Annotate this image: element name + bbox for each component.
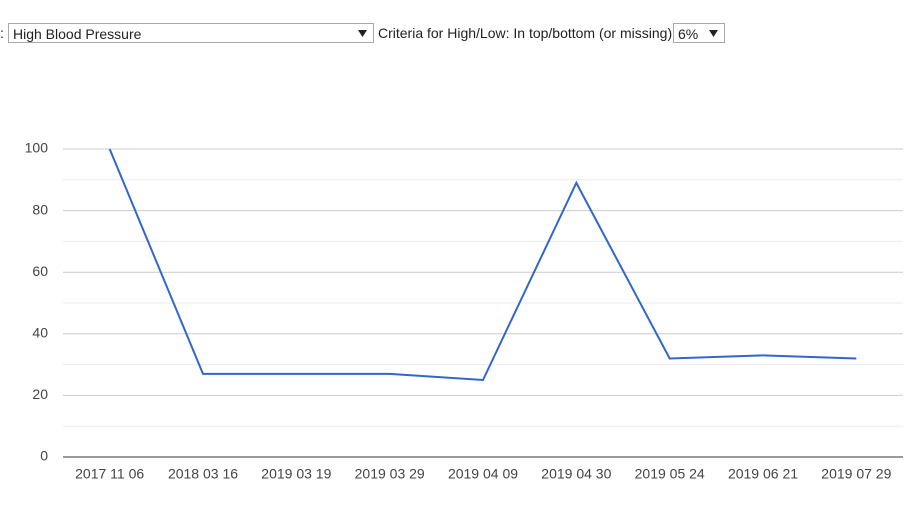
y-tick-label: 60 [32,263,48,279]
x-tick-label: 2019 04 30 [541,466,611,482]
x-tick-label: 2019 07 29 [821,466,891,482]
x-tick-label: 2019 03 19 [261,466,331,482]
x-tick-label: 2019 03 29 [355,466,425,482]
y-tick-label: 40 [32,325,48,341]
y-tick-label: 80 [32,201,48,217]
metric-label: : [0,25,4,41]
x-tick-label: 2018 03 16 [168,466,238,482]
y-tick-label: 0 [40,448,48,464]
x-tick-label: 2017 11 06 [75,466,144,482]
y-tick-label: 100 [25,140,49,156]
criteria-label: Criteria for High/Low: In top/bottom (or… [378,25,673,41]
criteria-select[interactable]: 6% [673,23,725,43]
y-tick-label: 20 [32,386,48,402]
x-tick-label: 2019 05 24 [635,466,705,482]
x-tick-label: 2019 06 21 [728,466,798,482]
data-line [108,148,857,382]
dropdown-arrow [709,30,718,37]
dropdown-arrow [358,30,367,37]
metric-select[interactable]: High Blood Pressure [8,23,374,43]
x-tick-label: 2019 04 09 [448,466,518,482]
metric-select-text: High Blood Pressure [13,26,142,42]
criteria-select-text: 6% [678,26,699,42]
